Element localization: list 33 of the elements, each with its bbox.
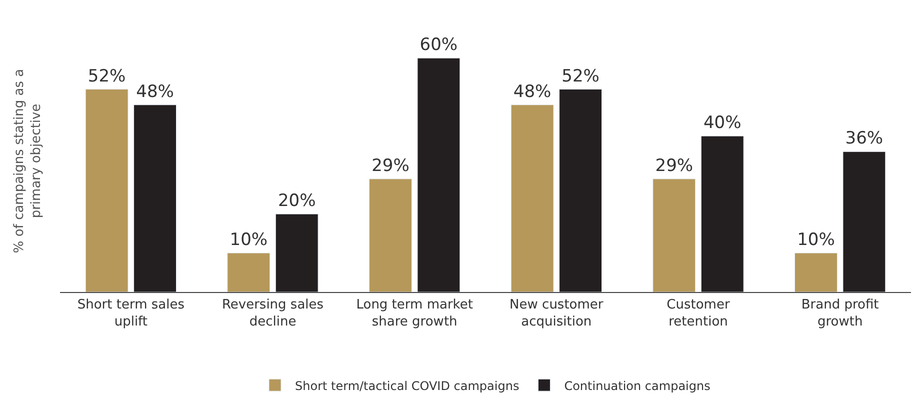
data-label: 10%: [230, 230, 268, 250]
bar: [794, 252, 838, 292]
data-label: 40%: [703, 113, 742, 134]
data-label: 10%: [797, 230, 835, 250]
bar: [227, 252, 270, 292]
data-label: 29%: [655, 156, 694, 176]
x-tick-label: Long term market share growth: [356, 298, 473, 330]
data-label: 29%: [372, 156, 410, 176]
legend-label: Short term/tactical COVID campaigns: [295, 378, 520, 393]
bar: [559, 89, 602, 292]
x-tick-label: Customer retention: [666, 298, 730, 330]
data-label: 60%: [420, 35, 458, 56]
data-label: 52%: [562, 66, 600, 86]
bar: [417, 58, 460, 292]
data-label: 48%: [513, 82, 552, 102]
legend-label: Continuation campaigns: [564, 378, 710, 393]
x-tick-label: Brand profit growth: [801, 298, 879, 330]
bar: [652, 178, 696, 292]
data-label: 36%: [845, 128, 884, 149]
data-label: 52%: [88, 66, 126, 86]
x-tick-label: Reversing sales decline: [222, 298, 324, 330]
bar: [842, 151, 886, 292]
bar: [700, 136, 744, 292]
y-axis-title: % of campaigns stating as a primary objective: [12, 68, 44, 254]
bar: [85, 89, 128, 292]
data-label: 48%: [136, 82, 174, 102]
bar: [275, 214, 318, 292]
bar: [510, 104, 554, 292]
bar: [369, 178, 412, 292]
data-label: 20%: [278, 191, 316, 212]
x-tick-label: Short term sales uplift: [77, 298, 185, 330]
bar: [134, 104, 176, 292]
x-tick-label: New customer acquisition: [510, 298, 604, 330]
